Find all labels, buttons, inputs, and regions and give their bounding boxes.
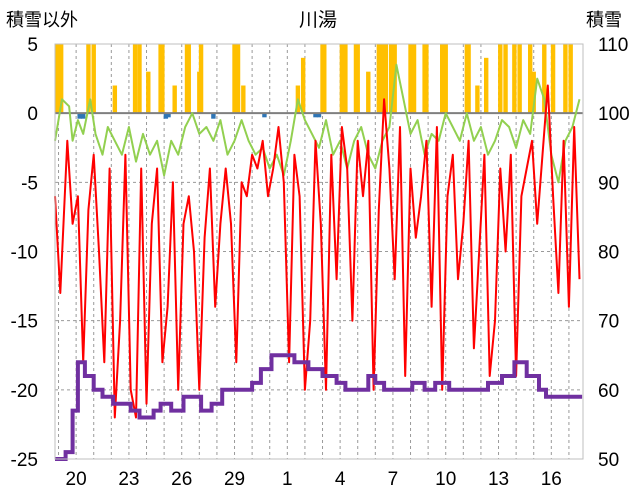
left-tick-label: -10 xyxy=(11,243,38,264)
sunshine-bar xyxy=(146,71,151,114)
sunshine-bar xyxy=(112,85,118,114)
wind_speed-line xyxy=(54,63,581,184)
x-tick-label: 20 xyxy=(66,469,87,490)
precipitation-bar xyxy=(316,113,322,118)
right-tick-label: 70 xyxy=(598,312,619,333)
precipitation-bar xyxy=(80,113,86,119)
sunshine-bar xyxy=(550,44,556,114)
sunshine-bar xyxy=(322,44,327,114)
right-tick-label: 50 xyxy=(598,450,619,471)
sunshine-bar xyxy=(343,44,348,114)
sunshine-bar xyxy=(300,57,306,114)
right-tick-label: 80 xyxy=(598,243,619,264)
sunshine-bar xyxy=(172,85,177,114)
precipitation-bar xyxy=(163,113,169,119)
sunshine-bar xyxy=(235,44,241,114)
sunshine-bar xyxy=(466,44,471,114)
sunshine-bar xyxy=(58,44,64,114)
sunshine-bar xyxy=(376,44,382,114)
sunshine-bar xyxy=(388,44,394,114)
x-tick-label: 10 xyxy=(435,469,456,490)
sunshine-bar xyxy=(443,44,448,114)
x-tick-label: 4 xyxy=(335,469,346,490)
sunshine-bar xyxy=(411,44,417,114)
sunshine-bar xyxy=(440,44,445,114)
sunshine-bar xyxy=(424,44,429,114)
left-tick-label: -15 xyxy=(11,312,38,333)
x-tick-label: 16 xyxy=(541,469,562,490)
x-tick-label: 1 xyxy=(282,469,293,490)
temperature-line xyxy=(54,84,581,419)
sunshine-bar xyxy=(186,44,191,114)
x-tick-label: 7 xyxy=(388,469,399,490)
sunshine-bar xyxy=(528,44,533,114)
right-tick-label: 60 xyxy=(598,381,619,402)
sunshine-bar xyxy=(380,44,385,114)
sunshine-bar xyxy=(503,44,508,114)
right-axis-label: 積雪 xyxy=(586,10,622,30)
plot-border xyxy=(54,43,584,460)
x-tick-label: 26 xyxy=(171,469,192,490)
sunshine-bar xyxy=(132,44,138,114)
left-tick-label: -25 xyxy=(11,450,38,471)
left-tick-label: -5 xyxy=(21,173,38,194)
left-tick-label: -20 xyxy=(11,381,38,402)
sunshine-bar xyxy=(232,44,237,114)
sunshine-bar xyxy=(563,44,568,114)
sunshine-bar xyxy=(198,44,204,114)
precipitation-bar xyxy=(262,113,267,118)
precipitation-bar xyxy=(211,113,216,119)
sunshine-bar xyxy=(241,85,246,114)
x-tick-label: 29 xyxy=(224,469,245,490)
sunshine-bar xyxy=(366,71,371,114)
sunshine-bar xyxy=(408,44,413,114)
sunshine-bar xyxy=(475,85,480,114)
sunshine-bar xyxy=(531,71,536,114)
snow_depth-line xyxy=(55,353,583,461)
right-tick-label: 110 xyxy=(598,35,628,56)
sunshine-bar xyxy=(355,44,360,114)
left-tick-label: 0 xyxy=(27,104,38,125)
precipitation-bar xyxy=(313,113,318,118)
right-tick-label: 100 xyxy=(598,104,630,125)
sunshine-bar xyxy=(160,44,165,114)
sunshine-bar xyxy=(498,44,503,114)
sunshine-bar xyxy=(542,44,547,114)
sunshine-bar xyxy=(383,44,389,114)
sunshine-bar xyxy=(91,44,96,114)
left-tick-label: 5 xyxy=(27,35,38,56)
chart-title: 川湯 xyxy=(299,9,337,31)
precipitation-bar xyxy=(77,113,82,119)
precipitation-bar xyxy=(166,113,171,118)
sunshine-bar xyxy=(568,44,573,114)
right-tick-label: 90 xyxy=(598,173,619,194)
sunshine-bar xyxy=(512,44,517,114)
sunshine-bar xyxy=(339,44,345,114)
left-axis-label: 積雪以外 xyxy=(6,10,78,30)
sunshine-bar xyxy=(517,44,522,114)
x-tick-label: 23 xyxy=(118,469,139,490)
sunshine-bar xyxy=(137,44,142,114)
sunshine-bar xyxy=(86,44,91,114)
x-tick-label: 13 xyxy=(488,469,509,490)
sunshine-bar xyxy=(484,57,489,114)
